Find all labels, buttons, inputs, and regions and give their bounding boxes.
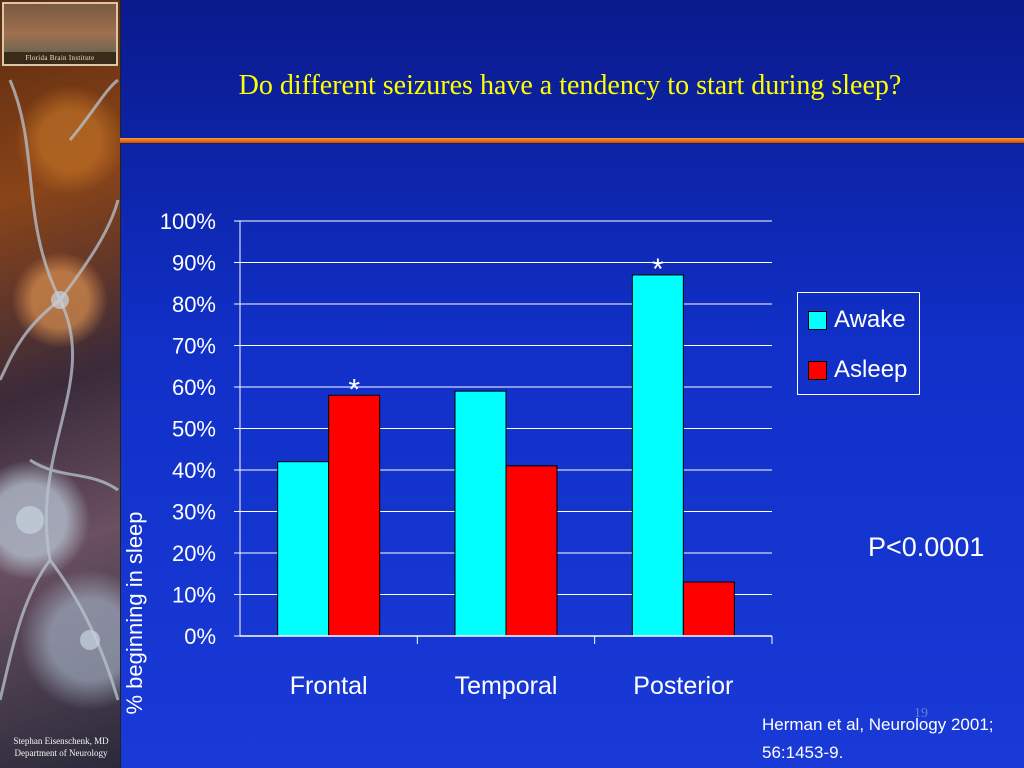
significance-asterisk: * <box>348 373 360 406</box>
annotations: ** <box>348 253 664 406</box>
credit-name: Stephan Eisenschenk, MD <box>13 736 109 746</box>
x-tick-label: Frontal <box>290 672 368 700</box>
p-value: P<0.0001 <box>868 532 985 562</box>
bar-asleep-temporal <box>505 465 558 637</box>
y-tick-label: 80% <box>172 292 216 317</box>
citation-line-1: Herman et al, Neurology 2001; <box>762 715 994 734</box>
legend-swatch-asleep <box>808 360 827 380</box>
bar-awake-frontal <box>277 461 330 637</box>
y-tick-label: 70% <box>172 334 216 359</box>
citation-line-2: 56:1453-9. <box>762 743 844 762</box>
bar-asleep-frontal <box>328 394 381 637</box>
y-tick-label: 100% <box>160 209 216 234</box>
y-axis-label: % beginning in sleep <box>122 511 147 714</box>
slide-title: Do different seizures have a tendency to… <box>238 70 902 101</box>
decorative-neuron-panel: Florida Brain Institute Stephan Eisensch… <box>0 0 121 768</box>
y-tick-label: 0% <box>184 624 216 649</box>
bar-asleep-posterior <box>682 581 735 637</box>
y-tick-label: 10% <box>172 583 216 608</box>
legend-label-asleep: Asleep <box>834 356 908 383</box>
legend-item-asleep: Asleep <box>808 355 907 385</box>
y-tick-label: 50% <box>172 417 216 442</box>
x-tick-label: Posterior <box>633 672 733 700</box>
credit-department: Department of Neurology <box>14 748 108 758</box>
author-credit: Stephan Eisenschenk, MD Department of Ne… <box>4 735 118 759</box>
bars <box>277 274 735 637</box>
neuron-illustration <box>0 78 120 701</box>
y-tick-label: 60% <box>172 375 216 400</box>
legend-label-awake: Awake <box>834 306 906 333</box>
bar-awake-posterior <box>631 274 684 637</box>
logo-text: Florida Brain Institute <box>4 52 116 64</box>
y-tick-labels: 0% 10% 20% 30% 40% 50% 60% 70% 80% 90% 100% <box>160 209 240 649</box>
y-tick-label: 20% <box>172 541 216 566</box>
y-tick-label: 30% <box>172 500 216 525</box>
slide-number: 19 <box>914 706 928 721</box>
title-divider <box>120 138 1024 144</box>
legend-item-awake: Awake <box>808 305 906 335</box>
bar-chart: % beginning in sleep 0% 10% 20% 30% 40% 50% 60… <box>122 209 773 715</box>
x-axis: Frontal Temporal Posterior <box>239 221 773 700</box>
citation: Herman et al, Neurology 2001; 56:1453-9. <box>762 711 994 767</box>
bar-awake-temporal <box>454 390 507 637</box>
brain-institute-logo: Florida Brain Institute <box>2 2 118 66</box>
legend: Awake Asleep <box>797 292 920 395</box>
x-tick-label: Temporal <box>455 672 558 700</box>
y-tick-label: 90% <box>172 251 216 276</box>
significance-asterisk: * <box>652 253 664 286</box>
legend-swatch-awake <box>808 310 827 330</box>
y-tick-label: 40% <box>172 458 216 483</box>
